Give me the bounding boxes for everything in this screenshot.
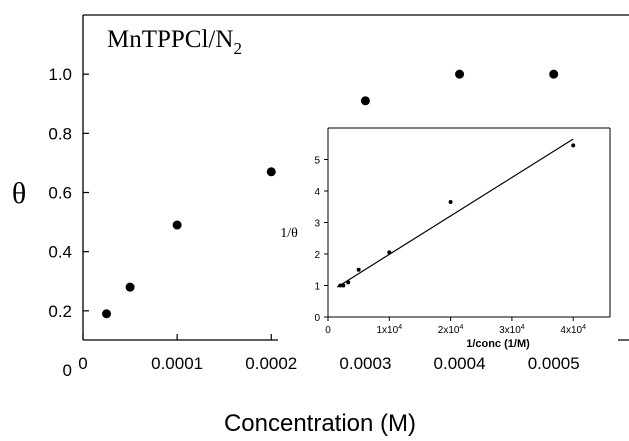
inset-x-tick-label: 1x104	[377, 324, 403, 336]
inset-data-point	[341, 283, 346, 288]
inset-x-tick-label: 2x104	[438, 324, 464, 336]
data-point	[172, 220, 182, 230]
y-tick-label: 0.2	[48, 302, 72, 321]
data-point	[360, 96, 370, 106]
main-plot: MnTPPCl/N2 0 0.0001 0.0002 0.0003 0.0004 0.00…	[12, 14, 629, 437]
inset-fit-line	[336, 138, 574, 288]
data-point	[455, 69, 465, 79]
x-tick-label: 0.0002	[245, 354, 297, 373]
data-point	[549, 69, 559, 79]
data-point	[125, 282, 135, 292]
y-tick-label: 0	[63, 361, 72, 380]
inset-y-tick-label: 2	[314, 250, 320, 261]
main-y-ticks: 0 0.2 0.4 0.6 0.8 1.0	[48, 65, 89, 380]
inset-y-axis-label: 1/θ	[280, 226, 298, 241]
inset-data-point	[448, 200, 453, 205]
inset-data-point	[356, 267, 361, 272]
y-tick-label: 0.8	[48, 124, 72, 143]
inset-background	[278, 117, 618, 357]
x-tick-label: 0	[78, 354, 87, 373]
y-axis-label: θ	[12, 177, 26, 210]
data-point	[266, 167, 276, 177]
x-axis-label: Concentration (M)	[224, 410, 416, 437]
inset-y-tick-label: 0	[314, 313, 320, 324]
inset-y-tick-label: 1	[314, 282, 320, 293]
data-point	[102, 309, 112, 319]
inset-y-tick-label: 4	[314, 187, 320, 198]
inset-y-ticks: 0 1 2 3 4 5	[314, 156, 328, 324]
inset-data-point	[387, 250, 392, 255]
inset-points	[338, 143, 576, 288]
x-tick-label: 0.0004	[434, 354, 486, 373]
inset-data-point	[338, 283, 343, 288]
inset-y-tick-label: 5	[314, 156, 320, 167]
inset-x-tick-label: 3x104	[499, 324, 525, 336]
chart-title: MnTPPCl/N2	[107, 26, 242, 58]
inset-x-ticks: 0 1x104 2x104 3x104 4x104	[325, 317, 586, 336]
inset-data-point	[571, 143, 576, 148]
inset-x-tick-label: 4x104	[560, 324, 586, 336]
inset-x-axis-label: 1/conc (1/M)	[466, 338, 530, 350]
y-tick-label: 0.6	[48, 184, 72, 203]
inset-y-tick-label: 3	[314, 219, 320, 230]
x-tick-label: 0.0001	[151, 354, 203, 373]
inset-x-tick-label: 0	[325, 325, 331, 336]
x-tick-label: 0.0005	[528, 354, 580, 373]
y-tick-label: 0.4	[48, 243, 72, 262]
main-points	[102, 69, 559, 319]
y-tick-label: 1.0	[48, 65, 72, 84]
x-tick-label: 0.0003	[339, 354, 391, 373]
inset-plot: 0 1x104 2x104 3x104 4x104 0 1 2 3 4 5 1/conc (1/M…	[278, 117, 618, 357]
main-x-ticks: 0 0.0001 0.0002 0.0003 0.0004 0.0005	[78, 334, 580, 373]
inset-data-point	[346, 280, 351, 285]
